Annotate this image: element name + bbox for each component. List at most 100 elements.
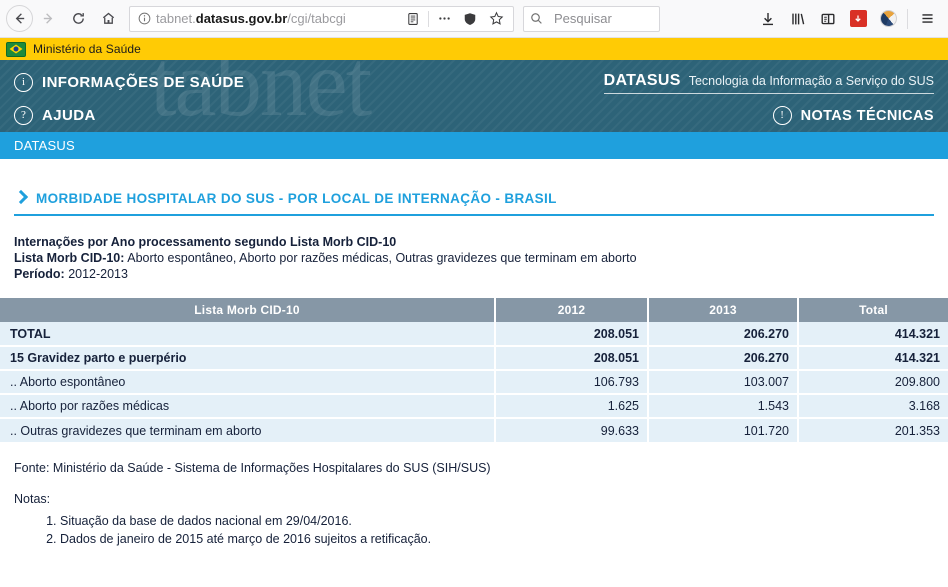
url-domain: datasus.gov.br xyxy=(195,11,288,26)
tracking-shield-icon[interactable] xyxy=(457,7,483,31)
table-cell-label: 15 Gravidez parto e puerpério xyxy=(0,346,496,371)
table-cell-value-0: 106.793 xyxy=(495,370,649,395)
table-row: TOTAL 208.051 206.270 414.321 xyxy=(0,322,948,347)
breadcrumb-item-datasus[interactable]: DATASUS xyxy=(14,138,75,153)
page-title-row: MORBIDADE HOSPITALAR DO SUS - POR LOCAL … xyxy=(14,191,934,206)
forward-arrow-icon xyxy=(41,11,56,26)
table-cell-value-0: 208.051 xyxy=(495,346,649,371)
chevron-right-icon xyxy=(14,192,27,205)
datasus-brand-tagline: Tecnologia da Informação a Serviço do SU… xyxy=(688,73,934,88)
footer-notes-list: Situação da base de dados nacional em 29… xyxy=(14,512,934,548)
download-manager-icon[interactable] xyxy=(843,4,873,34)
report-meta-line2-value: Aborto espontâneo, Aborto por razões méd… xyxy=(127,251,637,265)
browser-toolbar: tabnet.datasus.gov.br/cgi/tabcgi xyxy=(0,0,948,38)
table-cell-value-2: 3.168 xyxy=(798,394,948,419)
nav-notas-tecnicas-label: NOTAS TÉCNICAS xyxy=(800,107,934,124)
datasus-brand: DATASUS Tecnologia da Informação a Servi… xyxy=(603,71,934,94)
header-watermark: tabnet xyxy=(150,60,372,132)
footer-note-item: Dados de janeiro de 2015 até março de 20… xyxy=(60,530,934,548)
nav-informacoes-de-saude-label: INFORMAÇÕES DE SAÚDE xyxy=(42,74,245,91)
breadcrumb: DATASUS xyxy=(0,132,948,159)
header-row-bottom: ? AJUDA ! NOTAS TÉCNICAS xyxy=(14,99,934,132)
table-row: .. Aborto espontâneo 106.793 103.007 209.80… xyxy=(0,370,948,395)
downloads-icon[interactable] xyxy=(753,4,783,34)
table-cell-value-2: 414.321 xyxy=(798,322,948,347)
report-meta-line1: Internações por Ano processamento segund… xyxy=(14,235,397,249)
table-row: .. Outras gravidezes que terminam em abo… xyxy=(0,418,948,442)
morbidity-data-table: Lista Morb CID-10 2012 2013 Total TOTAL 208.… xyxy=(0,298,948,442)
back-button[interactable] xyxy=(6,5,33,32)
toolbar-divider xyxy=(907,8,908,29)
site-header: tabnet i INFORMAÇÕES DE SAÚDE DATASUS Te… xyxy=(0,60,948,132)
search-icon xyxy=(530,12,548,25)
flag-globe xyxy=(13,46,19,52)
report-meta-line2-label: Lista Morb CID-10: xyxy=(14,251,125,265)
report-meta: Internações por Ano processamento segund… xyxy=(0,216,948,282)
table-cell-label: .. Outras gravidezes que terminam em abo… xyxy=(0,418,496,442)
address-bar[interactable]: tabnet.datasus.gov.br/cgi/tabcgi xyxy=(129,5,514,32)
table-cell-value-2: 414.321 xyxy=(798,346,948,371)
download-manager-badge xyxy=(849,10,867,27)
data-table-wrapper: Lista Morb CID-10 2012 2013 Total TOTAL 208.… xyxy=(0,282,948,442)
home-button[interactable] xyxy=(93,4,123,34)
search-bar[interactable]: Pesquisar xyxy=(523,5,660,32)
toolbar-icons xyxy=(753,4,942,34)
header-content: i INFORMAÇÕES DE SAÚDE DATASUS Tecnologi… xyxy=(0,60,948,132)
table-cell-value-1: 103.007 xyxy=(648,370,799,395)
government-label: Ministério da Saúde xyxy=(33,42,141,56)
nav-notas-tecnicas[interactable]: ! NOTAS TÉCNICAS xyxy=(772,106,934,125)
address-bar-divider xyxy=(428,10,429,27)
footer-source: Fonte: Ministério da Saúde - Sistema de … xyxy=(14,461,491,475)
nav-informacoes-de-saude[interactable]: i INFORMAÇÕES DE SAÚDE xyxy=(14,73,244,92)
table-body: TOTAL 208.051 206.270 414.321 15 Gravidez pa… xyxy=(0,322,948,442)
home-house-icon xyxy=(101,11,116,26)
footer-note-item: Situação da base de dados nacional em 29… xyxy=(60,512,934,530)
table-cell-value-2: 209.800 xyxy=(798,370,948,395)
info-circle-icon: i xyxy=(14,73,33,92)
sidebar-icon[interactable] xyxy=(813,4,843,34)
address-bar-icons xyxy=(400,7,509,31)
library-icon[interactable] xyxy=(783,4,813,34)
nav-ajuda[interactable]: ? AJUDA xyxy=(14,106,96,125)
table-col-header-1: 2012 xyxy=(495,298,649,322)
page-content: MORBIDADE HOSPITALAR DO SUS - POR LOCAL … xyxy=(0,159,948,548)
table-row: 15 Gravidez parto e puerpério 208.051 206.… xyxy=(0,346,948,371)
table-col-header-2: 2013 xyxy=(648,298,799,322)
url-prefix: tabnet. xyxy=(156,11,196,26)
page-title: MORBIDADE HOSPITALAR DO SUS - POR LOCAL … xyxy=(36,191,557,206)
site-identity-icon[interactable] xyxy=(134,12,154,25)
title-divider xyxy=(14,214,934,216)
page-title-block: MORBIDADE HOSPITALAR DO SUS - POR LOCAL … xyxy=(0,159,948,216)
table-cell-value-2: 201.353 xyxy=(798,418,948,442)
table-cell-value-1: 1.543 xyxy=(648,394,799,419)
bookmark-star-icon[interactable] xyxy=(483,7,509,31)
table-row: .. Aborto por razões médicas 1.625 1.543 3.… xyxy=(0,394,948,419)
datasus-brand-name: DATASUS xyxy=(603,71,681,89)
report-meta-line3: Período: 2012-2013 xyxy=(14,266,934,282)
report-meta-line2: Lista Morb CID-10: Aborto espontâneo, Ab… xyxy=(14,250,934,266)
menu-icon[interactable] xyxy=(912,4,942,34)
reload-arrow-icon xyxy=(71,11,86,26)
table-cell-value-1: 206.270 xyxy=(648,346,799,371)
table-header: Lista Morb CID-10 2012 2013 Total xyxy=(0,298,948,322)
page-actions-icon[interactable] xyxy=(431,7,457,31)
url-text: tabnet.datasus.gov.br/cgi/tabcgi xyxy=(154,11,400,26)
report-footer: Fonte: Ministério da Saúde - Sistema de … xyxy=(0,442,948,548)
nav-ajuda-label: AJUDA xyxy=(42,107,96,124)
table-col-header-3: Total xyxy=(798,298,948,322)
reader-view-icon[interactable] xyxy=(400,7,426,31)
brazil-flag-icon xyxy=(6,41,26,57)
government-bar: Ministério da Saúde xyxy=(0,38,948,60)
report-meta-line3-label: Período: xyxy=(14,267,65,281)
table-cell-value-0: 1.625 xyxy=(495,394,649,419)
table-cell-value-0: 99.633 xyxy=(495,418,649,442)
reload-button[interactable] xyxy=(63,4,93,34)
forward-button[interactable] xyxy=(33,4,63,34)
search-placeholder: Pesquisar xyxy=(554,11,612,26)
report-meta-line3-value: 2012-2013 xyxy=(68,267,128,281)
table-cell-label: TOTAL xyxy=(0,322,496,347)
back-arrow-icon xyxy=(12,11,27,26)
header-row-top: i INFORMAÇÕES DE SAÚDE DATASUS Tecnologi… xyxy=(14,66,934,99)
table-col-header-0: Lista Morb CID-10 xyxy=(0,298,496,322)
extension-icon[interactable] xyxy=(873,4,903,34)
